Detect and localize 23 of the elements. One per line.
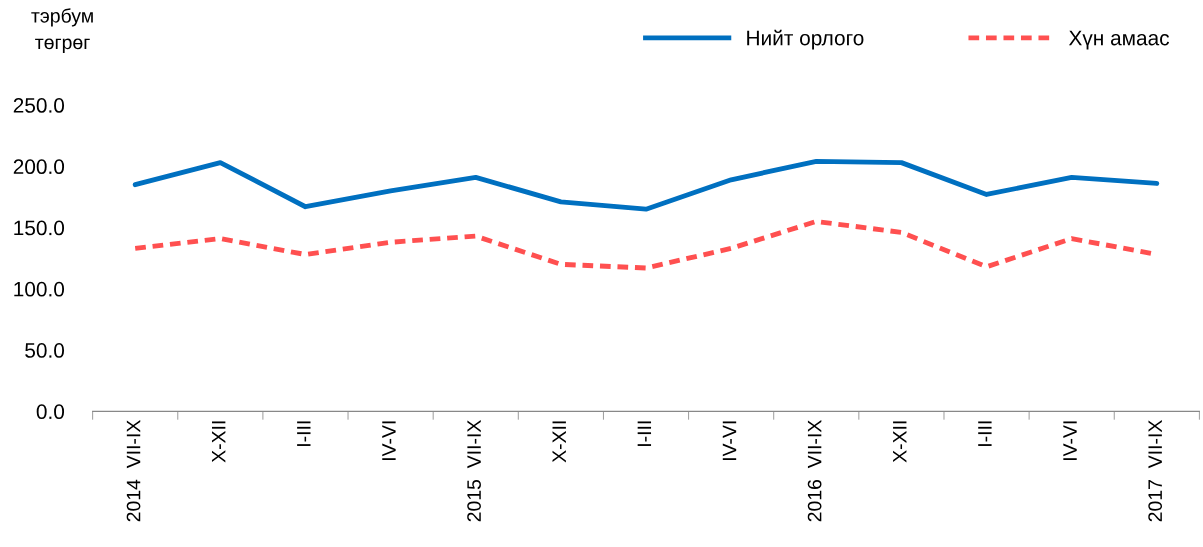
x-tick-label: X-XII bbox=[552, 421, 566, 463]
x-tick-label: IV-VI bbox=[722, 421, 737, 461]
y-tick-label: 100.0 bbox=[14, 281, 65, 297]
legend-label: Хүн амаас bbox=[1068, 30, 1170, 50]
y-tick-label: 50.0 bbox=[25, 343, 65, 358]
y-tick-label: 150.0 bbox=[14, 220, 65, 236]
x-tick-label: IV-VI bbox=[382, 421, 396, 461]
legend-label: Нийт орлого bbox=[747, 29, 864, 50]
x-tick-label: 2015 VII-IX bbox=[467, 420, 481, 522]
x-tick-label: X-XII bbox=[211, 421, 226, 463]
x-tick-label: 2017 VII-IX bbox=[1148, 420, 1163, 522]
x-tick-label: I-III bbox=[297, 421, 311, 446]
x-tick-label: I-III bbox=[978, 421, 992, 446]
x-tick-label: 2014 VII-IX bbox=[126, 420, 141, 522]
x-tick-label: X-XII bbox=[893, 421, 907, 463]
line-series bbox=[132, 158, 1160, 212]
y-axis-title: тэрбум төгрөг bbox=[31, 8, 93, 54]
x-tick-label: 2016 VII-IX bbox=[807, 420, 822, 522]
x-tick-label: I-III bbox=[637, 421, 652, 446]
y-tick-label: 200.0 bbox=[13, 159, 65, 175]
x-tick-label: IV-VI bbox=[1063, 421, 1077, 461]
y-tick-label: 250.0 bbox=[13, 98, 65, 113]
y-tick-label: 0.0 bbox=[36, 404, 65, 420]
